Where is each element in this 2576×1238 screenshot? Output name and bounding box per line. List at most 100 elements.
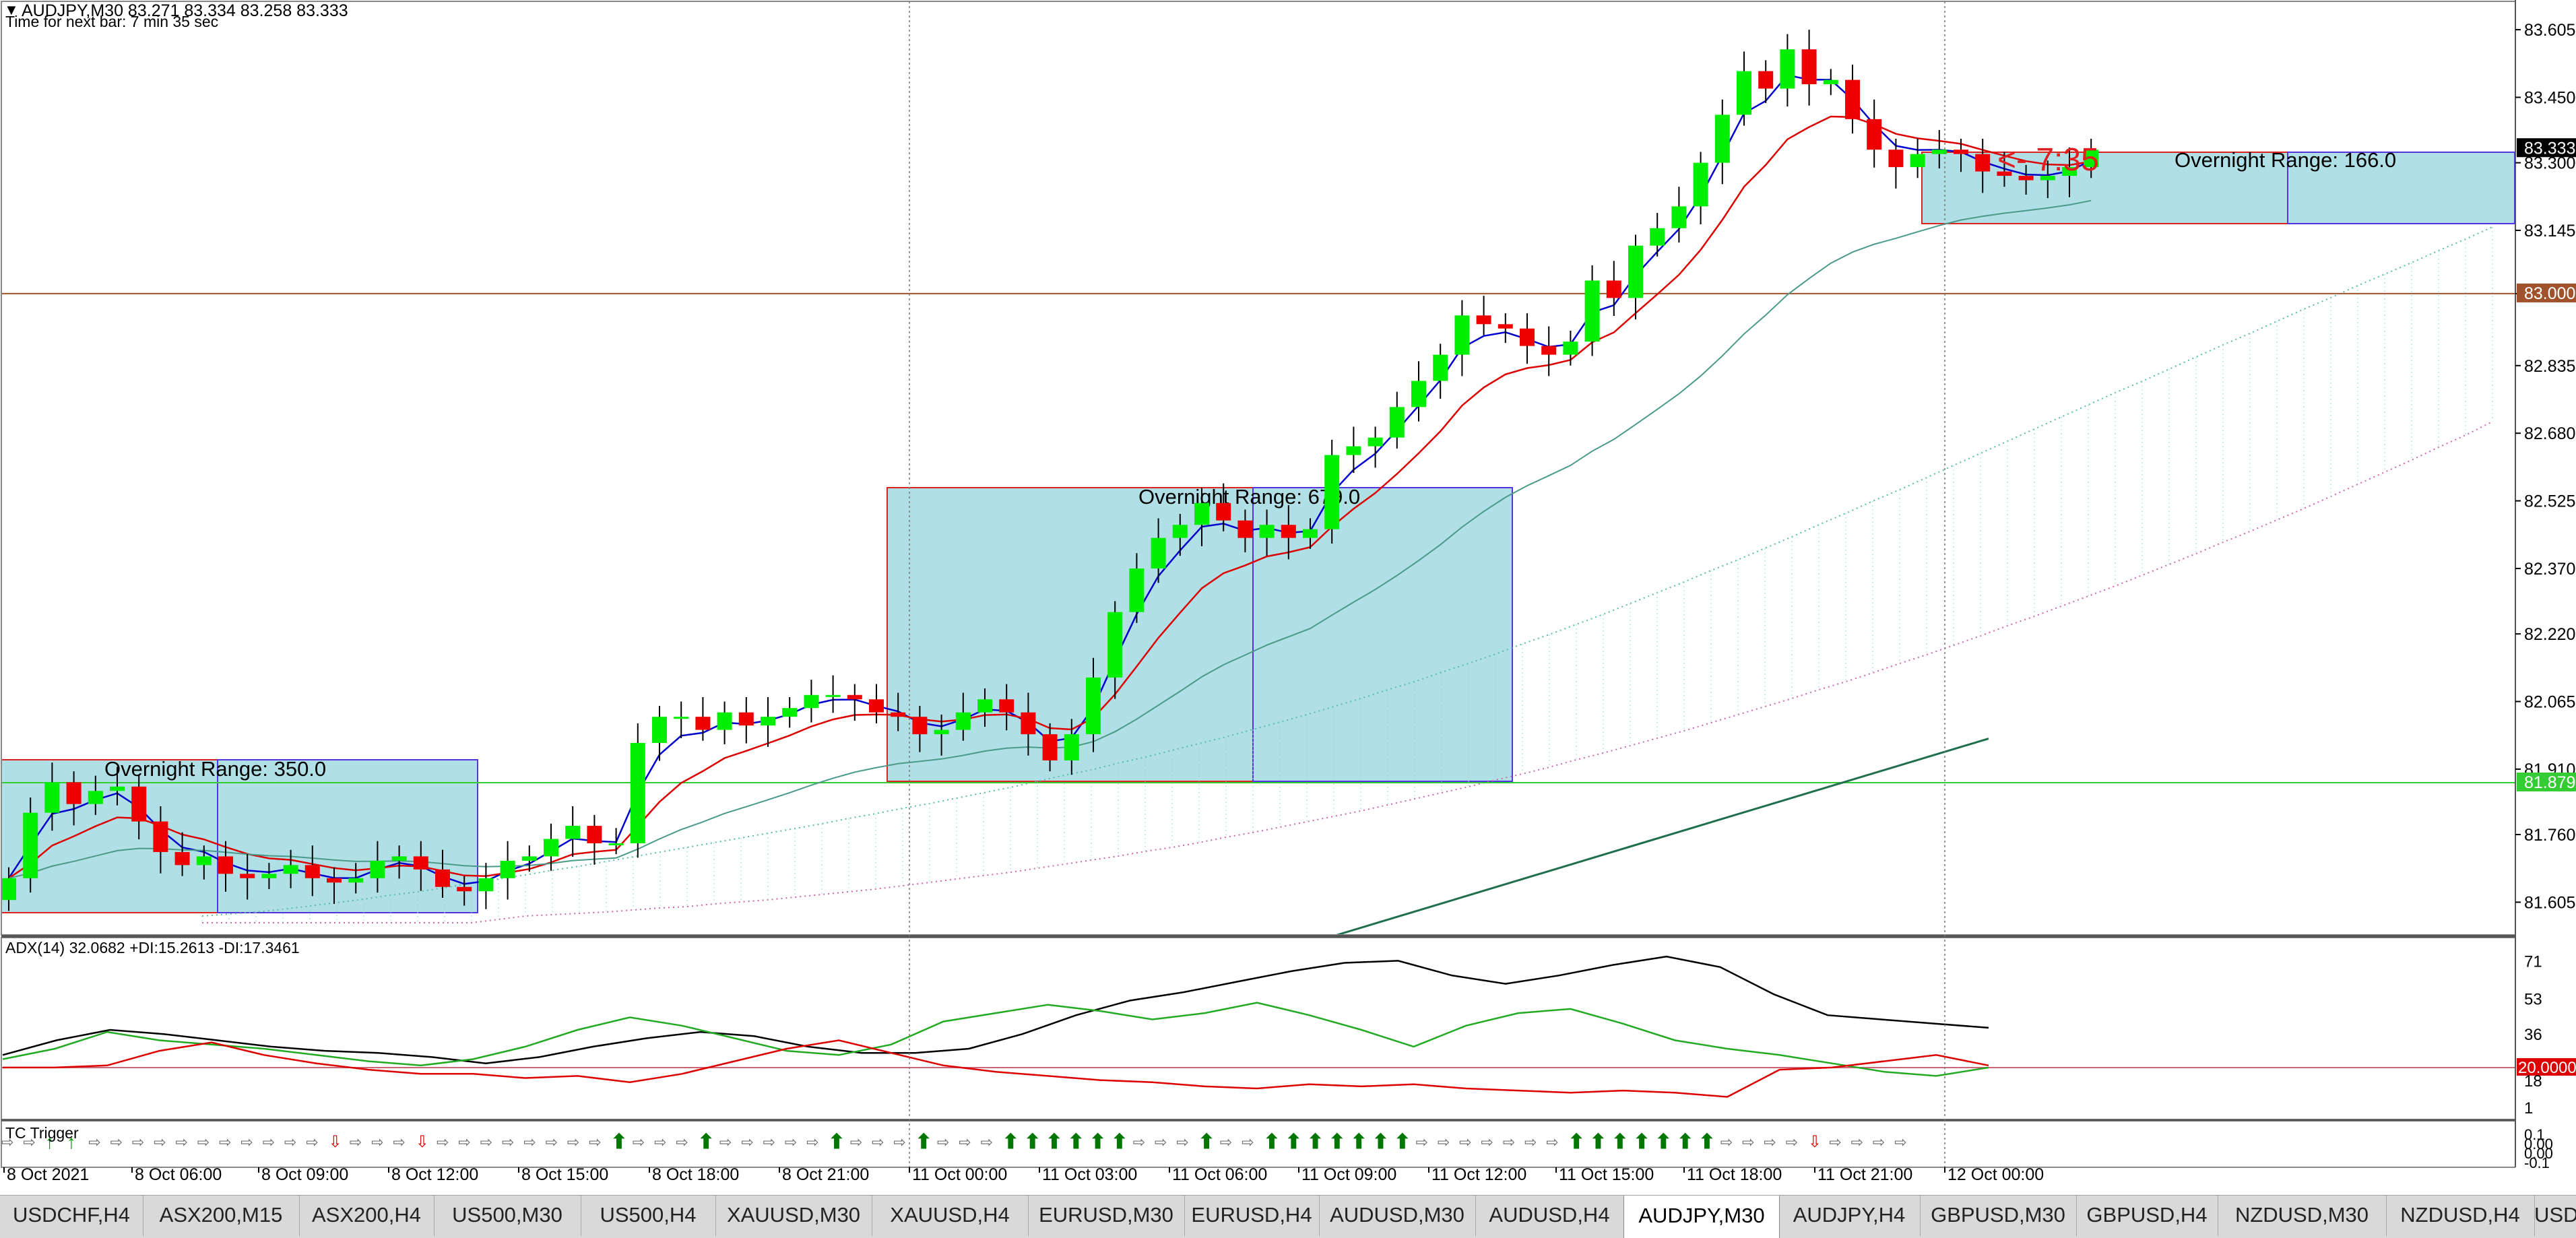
candle-body[interactable] bbox=[66, 782, 82, 804]
symbol-tab[interactable]: ASX200,H4 bbox=[299, 1196, 434, 1236]
candle-body[interactable] bbox=[1628, 245, 1643, 298]
candle-body[interactable] bbox=[2040, 176, 2055, 181]
candle-body[interactable] bbox=[521, 856, 537, 861]
candle-body[interactable] bbox=[1954, 150, 1968, 154]
candle-body[interactable] bbox=[1888, 150, 1904, 168]
candle-body[interactable] bbox=[630, 743, 645, 843]
candle-body[interactable] bbox=[1997, 171, 2012, 176]
candle-body[interactable] bbox=[457, 886, 472, 892]
candle-body[interactable] bbox=[1021, 712, 1036, 735]
candle-body[interactable] bbox=[934, 729, 949, 735]
symbol-tab[interactable]: USDCHF,H4 bbox=[0, 1196, 143, 1236]
candle-body[interactable] bbox=[2062, 167, 2077, 176]
candle-body[interactable] bbox=[218, 856, 233, 874]
symbol-tab[interactable]: XAUUSD,M30 bbox=[715, 1196, 872, 1236]
candle-body[interactable] bbox=[955, 712, 971, 730]
candle-body[interactable] bbox=[1172, 525, 1188, 538]
candle-body[interactable] bbox=[825, 694, 841, 697]
symbol-tab[interactable]: US500,M30 bbox=[434, 1196, 581, 1236]
symbol-tab[interactable]: EURUSD,H4 bbox=[1184, 1196, 1320, 1236]
candle-body[interactable] bbox=[891, 712, 906, 717]
symbol-tab[interactable]: AUDUSD,H4 bbox=[1475, 1196, 1624, 1236]
candle-body[interactable] bbox=[1541, 346, 1557, 355]
candle-body[interactable] bbox=[869, 699, 884, 713]
candle-body[interactable] bbox=[1367, 437, 1383, 447]
candle-body[interactable] bbox=[1433, 354, 1448, 381]
candle-body[interactable] bbox=[1281, 525, 1296, 538]
symbol-tab[interactable]: NZDUSD,M30 bbox=[2218, 1196, 2387, 1236]
candle-body[interactable] bbox=[1151, 537, 1166, 568]
candle-body[interactable] bbox=[1042, 734, 1058, 760]
candle-body[interactable] bbox=[1303, 529, 1318, 538]
candle-body[interactable] bbox=[1737, 71, 1751, 115]
symbol-tab[interactable]: AUDUSD,M30 bbox=[1319, 1196, 1476, 1236]
candle-body[interactable] bbox=[153, 821, 168, 852]
candle-body[interactable] bbox=[1411, 381, 1426, 408]
candle-body[interactable] bbox=[240, 874, 255, 878]
candle-body[interactable] bbox=[110, 786, 125, 791]
candle-body[interactable] bbox=[1454, 315, 1470, 355]
candle-body[interactable] bbox=[1324, 455, 1340, 529]
candle-body[interactable] bbox=[717, 712, 732, 730]
candle-body[interactable] bbox=[391, 856, 407, 861]
candle-body[interactable] bbox=[478, 878, 494, 892]
candle-body[interactable] bbox=[1606, 280, 1621, 298]
candle-body[interactable] bbox=[674, 717, 689, 719]
candle-body[interactable] bbox=[1584, 280, 1600, 342]
symbol-tab[interactable]: AUDJPY,H4 bbox=[1778, 1196, 1921, 1236]
candle-body[interactable] bbox=[999, 699, 1015, 713]
candle-body[interactable] bbox=[1389, 407, 1405, 438]
tc-trigger-pane[interactable]: ⇨ ⇨ ↑ ↑ ⇨ ⇨ ⇨ ⇨ ⇨ ⇨ ⇨ ⇨ ⇨ ⇨ ⇨ ⇩ ⇨ ⇨ ⇨ ⇩ ⇨ ⇨ ⇨ ⇨ ⇨ ⇨ ⇨ ⇨ ⬆ ⇨ ⇨ ⇨ ⬆ ⇨ ⇨ ⇨ ⇨ ⇨ ⬆ ⇨… bbox=[1, 1131, 1907, 1153]
candle-body[interactable] bbox=[283, 865, 298, 874]
symbol-tab[interactable]: NZDUSD,H4 bbox=[2386, 1196, 2535, 1236]
candle-body[interactable] bbox=[88, 791, 103, 804]
symbol-tab[interactable]: GBPUSD,H4 bbox=[2076, 1196, 2218, 1236]
candle-body[interactable] bbox=[1476, 315, 1491, 325]
symbol-tab[interactable]: GBPUSD,M30 bbox=[1920, 1196, 2077, 1236]
symbol-tab[interactable]: EURUSD,M30 bbox=[1028, 1196, 1185, 1236]
candle-body[interactable] bbox=[1780, 49, 1795, 89]
candle-body[interactable] bbox=[1714, 115, 1730, 163]
candle-body[interactable] bbox=[587, 826, 602, 843]
candle-body[interactable] bbox=[1129, 568, 1145, 612]
candle-body[interactable] bbox=[44, 782, 60, 813]
candle-body[interactable] bbox=[370, 860, 385, 878]
candle-body[interactable] bbox=[1, 878, 16, 901]
candle-body[interactable] bbox=[1758, 71, 1774, 89]
candle-body[interactable] bbox=[1693, 162, 1708, 207]
candle-body[interactable] bbox=[977, 699, 992, 713]
candle-body[interactable] bbox=[1563, 341, 1578, 355]
candle-body[interactable] bbox=[304, 865, 320, 878]
candle-body[interactable] bbox=[695, 717, 711, 730]
candle-body[interactable] bbox=[23, 812, 38, 878]
candle-body[interactable] bbox=[174, 851, 190, 866]
candle-body[interactable] bbox=[1237, 520, 1253, 538]
symbol-tab[interactable]: USDJ bbox=[2534, 1196, 2576, 1236]
candle-body[interactable] bbox=[413, 856, 428, 870]
collapse-icon[interactable]: ▼ bbox=[4, 1, 19, 18]
candle-body[interactable] bbox=[435, 869, 450, 887]
candle-body[interactable] bbox=[761, 717, 775, 726]
candle-body[interactable] bbox=[738, 712, 754, 726]
symbol-tab[interactable]: ASX200,M15 bbox=[143, 1196, 300, 1236]
candle-body[interactable] bbox=[1064, 734, 1079, 760]
candle-body[interactable] bbox=[1086, 677, 1101, 735]
candle-body[interactable] bbox=[912, 717, 928, 735]
candle-body[interactable] bbox=[196, 856, 212, 866]
candle-body[interactable] bbox=[2084, 150, 2099, 168]
candle-body[interactable] bbox=[1801, 49, 1817, 85]
adx-pane[interactable] bbox=[1, 955, 2515, 1098]
candle-body[interactable] bbox=[1931, 150, 1947, 154]
candle-body[interactable] bbox=[500, 860, 515, 878]
candle-body[interactable] bbox=[1845, 79, 1860, 119]
candle-body[interactable] bbox=[1346, 446, 1361, 455]
candle-body[interactable] bbox=[782, 708, 798, 717]
price-pane[interactable]: Overnight Range: 350.0 Overnight Range: 6… bbox=[1, 30, 2515, 936]
candle-body[interactable] bbox=[1650, 228, 1665, 246]
candle-body[interactable] bbox=[608, 843, 624, 845]
symbol-tab[interactable]: US500,H4 bbox=[581, 1196, 716, 1236]
candle-body[interactable] bbox=[1107, 612, 1123, 678]
candle-body[interactable] bbox=[847, 694, 862, 700]
candle-body[interactable] bbox=[1867, 119, 1882, 150]
